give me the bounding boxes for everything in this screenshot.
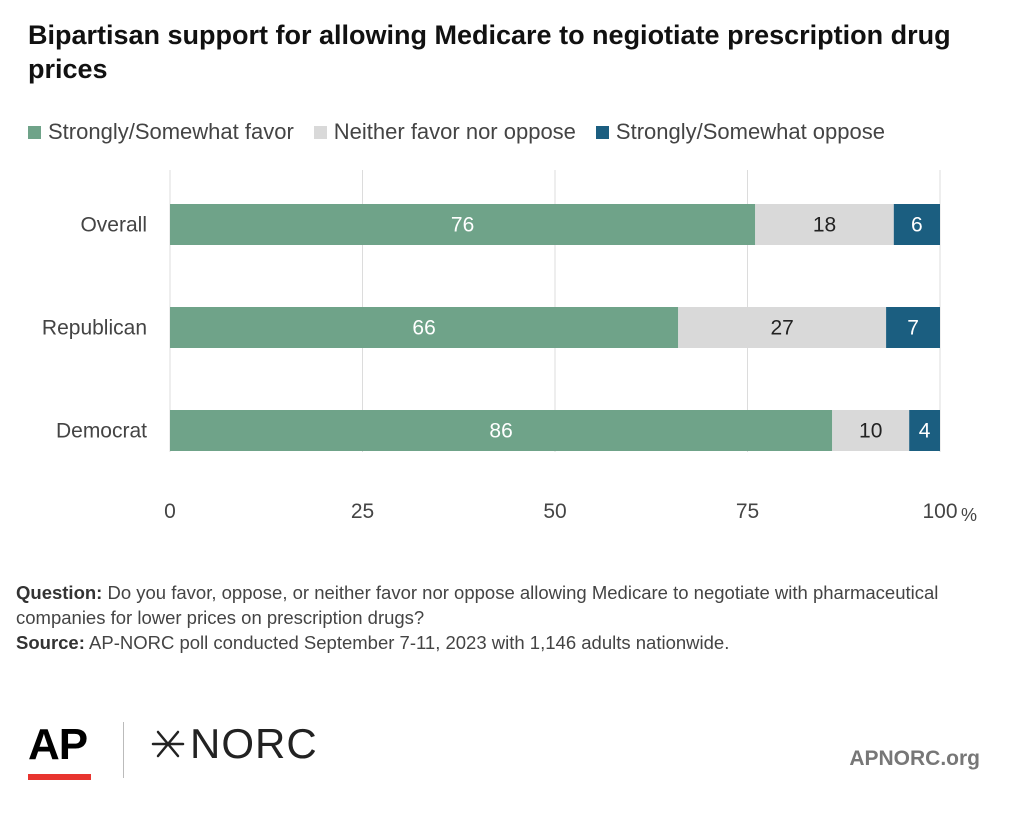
source-note: Source: AP-NORC poll conducted September… xyxy=(16,630,1006,655)
data-label: 7 xyxy=(907,317,919,340)
category-label: Overall xyxy=(80,214,147,237)
data-label: 4 xyxy=(919,420,931,443)
norc-logo: NORC xyxy=(150,720,318,768)
data-label: 10 xyxy=(859,420,882,443)
ap-logo: AP xyxy=(28,720,88,769)
legend-swatch-neither xyxy=(313,125,327,139)
x-tick-label: 50 xyxy=(543,500,566,523)
bar-segment xyxy=(170,204,756,245)
legend-label-oppose: Strongly/Somewhat oppose xyxy=(615,119,885,144)
bar-segment xyxy=(909,410,940,451)
legend-item-favor: Strongly/Somewhat favor xyxy=(28,119,294,145)
legend-item-oppose: Strongly/Somewhat oppose xyxy=(595,119,885,145)
category-label: Democrat xyxy=(56,420,147,443)
footnote: Question: Do you favor, oppose, or neith… xyxy=(16,580,1006,655)
data-label: 76 xyxy=(451,214,474,237)
legend-swatch-favor xyxy=(28,125,41,139)
data-label: 18 xyxy=(813,214,836,237)
x-tick-label: 25 xyxy=(351,500,374,523)
ap-logo-bar xyxy=(28,774,91,780)
norc-star-icon xyxy=(151,730,185,758)
question-label: Question: xyxy=(16,582,103,603)
data-label: 66 xyxy=(412,317,435,340)
category-label: Republican xyxy=(42,317,147,340)
x-tick-label: 100 xyxy=(922,500,957,523)
chart-title: Bipartisan support for allowing Medicare… xyxy=(28,20,951,84)
norc-logo-text: NORC xyxy=(190,720,318,767)
legend: Strongly/Somewhat favor Neither favor no… xyxy=(28,118,905,146)
question-text: Do you favor, oppose, or neither favor n… xyxy=(16,582,939,628)
stacked-bar-chart: Overall 76 18 6 Republican 66 27 7 Democrat 86 10 4… xyxy=(42,170,977,525)
bar-segment xyxy=(886,307,940,348)
question-note: Question: Do you favor, oppose, or neith… xyxy=(16,580,1006,630)
source-label: Source: xyxy=(16,632,85,653)
x-unit-label: % xyxy=(961,505,977,525)
legend-item-neither: Neither favor nor oppose xyxy=(313,119,576,145)
source-text: AP-NORC poll conducted September 7-11, 2… xyxy=(84,632,730,653)
legend-label-neither: Neither favor nor oppose xyxy=(333,119,576,144)
x-tick-label: 75 xyxy=(736,500,759,523)
legend-label-favor: Strongly/Somewhat favor xyxy=(48,119,294,144)
bar-segment xyxy=(755,204,894,245)
bar-segment xyxy=(170,307,679,348)
logo-divider xyxy=(123,722,124,778)
site-url: APNORC.org xyxy=(849,747,980,770)
bar-segment xyxy=(170,410,833,451)
bar-segment xyxy=(893,204,940,245)
data-label: 27 xyxy=(770,317,793,340)
bar-segment xyxy=(678,307,887,348)
legend-swatch-oppose xyxy=(595,125,609,139)
data-label: 86 xyxy=(489,420,512,443)
x-tick-label: 0 xyxy=(164,500,176,523)
bar-segment xyxy=(832,410,910,451)
data-label: 6 xyxy=(911,214,923,237)
